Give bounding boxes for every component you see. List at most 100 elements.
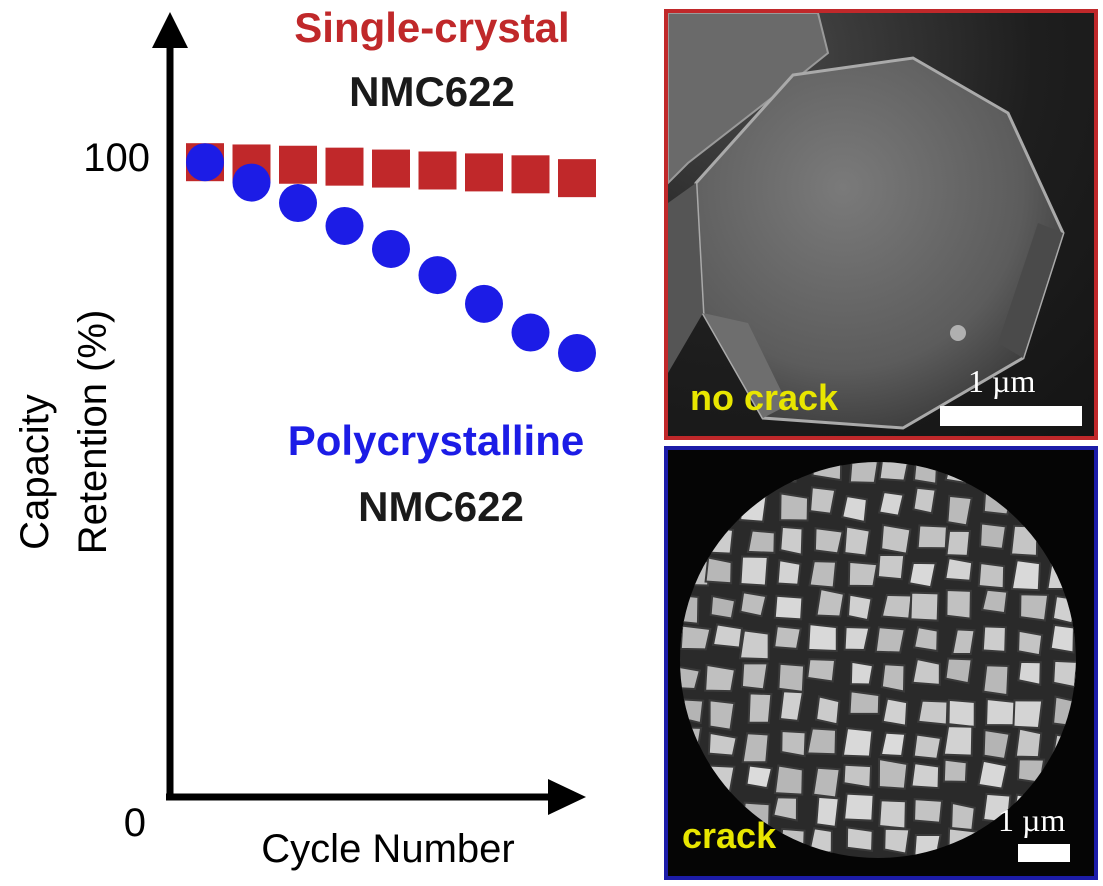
grain <box>1014 727 1043 759</box>
grain <box>708 462 734 482</box>
grain <box>877 757 909 790</box>
single-crystal-point <box>372 149 410 188</box>
grain <box>815 864 840 876</box>
grain <box>773 764 804 796</box>
grain <box>1049 623 1075 654</box>
grain <box>947 827 978 856</box>
grain <box>807 623 838 653</box>
grain <box>878 799 907 830</box>
grain <box>1017 629 1044 657</box>
grain <box>912 462 939 485</box>
x-axis-label: Cycle Number <box>261 827 514 871</box>
grain <box>841 494 868 524</box>
grain <box>746 529 776 554</box>
grain <box>982 487 1014 516</box>
grain <box>944 462 971 485</box>
grain <box>738 490 768 523</box>
grain <box>815 795 840 828</box>
grain <box>680 726 703 754</box>
grain <box>704 764 736 795</box>
grain <box>1009 524 1039 557</box>
single-crystal-particle <box>668 13 1065 430</box>
grain <box>814 695 841 726</box>
grain <box>982 664 1010 697</box>
grain <box>680 761 705 788</box>
grain <box>880 593 913 620</box>
grain <box>805 727 838 756</box>
grain <box>745 764 774 790</box>
grain <box>777 662 806 694</box>
polycrystalline-particle <box>680 462 1094 876</box>
grain <box>980 588 1009 615</box>
polycrystalline-point <box>418 256 457 295</box>
grain <box>740 662 769 691</box>
grain <box>777 827 806 858</box>
grain <box>878 462 911 482</box>
single-crystal-point <box>325 147 364 186</box>
grain <box>1088 562 1094 592</box>
grain <box>874 626 906 654</box>
bottom-scale-bar <box>1018 844 1070 862</box>
grain <box>704 525 735 555</box>
grain <box>1086 462 1094 485</box>
grain <box>776 558 802 586</box>
x-axis-arrowhead <box>548 779 586 815</box>
polycrystalline-point <box>372 229 410 268</box>
grain <box>743 462 775 489</box>
grain <box>944 556 974 582</box>
grain <box>844 868 866 876</box>
grain <box>680 494 710 523</box>
grain <box>977 759 1009 790</box>
grain <box>704 556 733 585</box>
grain <box>1088 700 1094 729</box>
grain <box>680 698 705 725</box>
grain <box>680 665 702 691</box>
grain <box>880 663 906 693</box>
grain <box>815 587 846 618</box>
y-tick-label-0: 0 <box>124 801 146 845</box>
grain <box>780 729 807 758</box>
grain <box>848 690 881 715</box>
grain <box>951 628 976 655</box>
single-crystal-point <box>511 155 550 194</box>
grain <box>680 521 708 552</box>
single-crystal-label-line1: Single-crystal <box>294 4 569 51</box>
grain <box>711 623 744 649</box>
grain <box>877 867 907 876</box>
grain <box>945 589 972 620</box>
polycrystalline-point <box>325 206 364 245</box>
grain <box>877 490 905 517</box>
grain <box>917 699 949 726</box>
grain <box>979 522 1008 550</box>
grain <box>947 698 976 729</box>
grain <box>1084 835 1094 858</box>
grain <box>1046 561 1074 591</box>
grain <box>985 697 1017 727</box>
grain <box>843 626 871 652</box>
polycrystalline-label-line1: Polycrystalline <box>288 417 584 464</box>
grain <box>741 732 770 764</box>
polycrystalline-label-line2: NMC622 <box>358 483 524 530</box>
grain <box>982 728 1011 761</box>
grain <box>1088 870 1094 876</box>
grain <box>779 492 810 522</box>
single-crystal-label-line2: NMC622 <box>349 68 515 115</box>
grain <box>1010 462 1038 485</box>
grain <box>944 657 973 685</box>
single-crystal-point <box>279 145 317 184</box>
grain <box>1051 594 1076 625</box>
grain <box>773 594 804 621</box>
grain <box>912 733 943 760</box>
grain <box>1051 733 1076 763</box>
single-crystal-point <box>558 159 596 198</box>
grain <box>950 801 976 832</box>
grain <box>1019 593 1050 622</box>
grain <box>1050 529 1076 561</box>
grain <box>942 758 968 783</box>
sem-image-single-crystal: no crack 1 µm <box>664 9 1098 440</box>
grain <box>945 529 972 557</box>
grain <box>879 731 907 758</box>
grain <box>1012 699 1044 730</box>
grain <box>1053 766 1076 792</box>
grain <box>772 796 798 822</box>
